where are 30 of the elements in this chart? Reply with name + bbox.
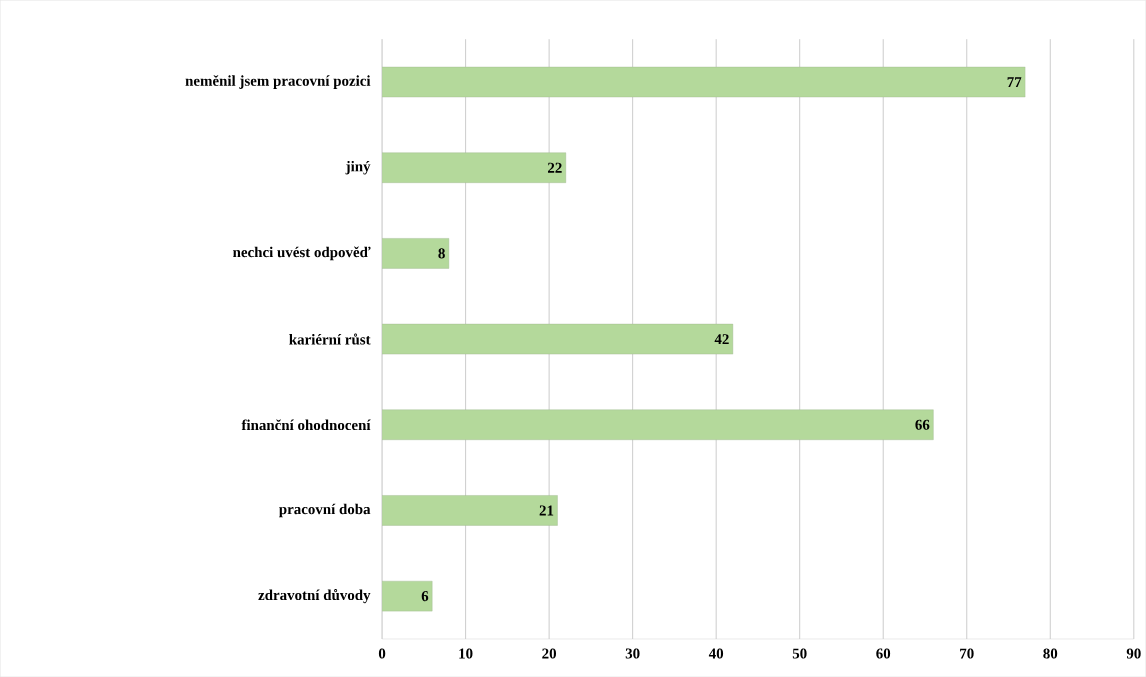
x-tick-label: 50 xyxy=(792,648,807,659)
data-label: 21 xyxy=(539,505,554,516)
bar xyxy=(382,66,1026,98)
y-tick-label: zdravotní důvody xyxy=(258,589,371,604)
x-tick-label: 20 xyxy=(542,648,557,659)
x-tick-label: 90 xyxy=(1126,648,1141,659)
x-tick-label: 30 xyxy=(625,648,640,659)
data-label: 8 xyxy=(438,248,445,259)
x-tick-label: 0 xyxy=(378,648,386,659)
data-label: 66 xyxy=(915,419,930,430)
data-label: 6 xyxy=(421,591,429,602)
y-tick-label: pracovní doba xyxy=(279,503,371,518)
x-tick-label: 70 xyxy=(960,648,974,659)
x-tick-label: 60 xyxy=(876,648,891,659)
bar xyxy=(382,495,558,526)
data-label: 22 xyxy=(547,162,562,173)
bar xyxy=(382,323,734,355)
y-tick-label: kariérní růst xyxy=(289,333,371,345)
x-tick-label: 10 xyxy=(459,648,473,659)
x-tick-label: 80 xyxy=(1043,648,1058,659)
bar xyxy=(382,238,450,269)
bar xyxy=(382,409,934,440)
data-label: 42 xyxy=(714,334,729,344)
y-tick-label: neměnil jsem pracovní pozici xyxy=(185,75,371,89)
y-tick-label: nechci uvést odpověď xyxy=(233,246,371,261)
bar xyxy=(382,152,567,183)
y-tick-label: jiný xyxy=(345,160,371,175)
y-tick-label: finanční ohodnocení xyxy=(241,419,371,431)
x-tick-label: 40 xyxy=(708,648,724,659)
data-label: 77 xyxy=(1007,77,1022,87)
